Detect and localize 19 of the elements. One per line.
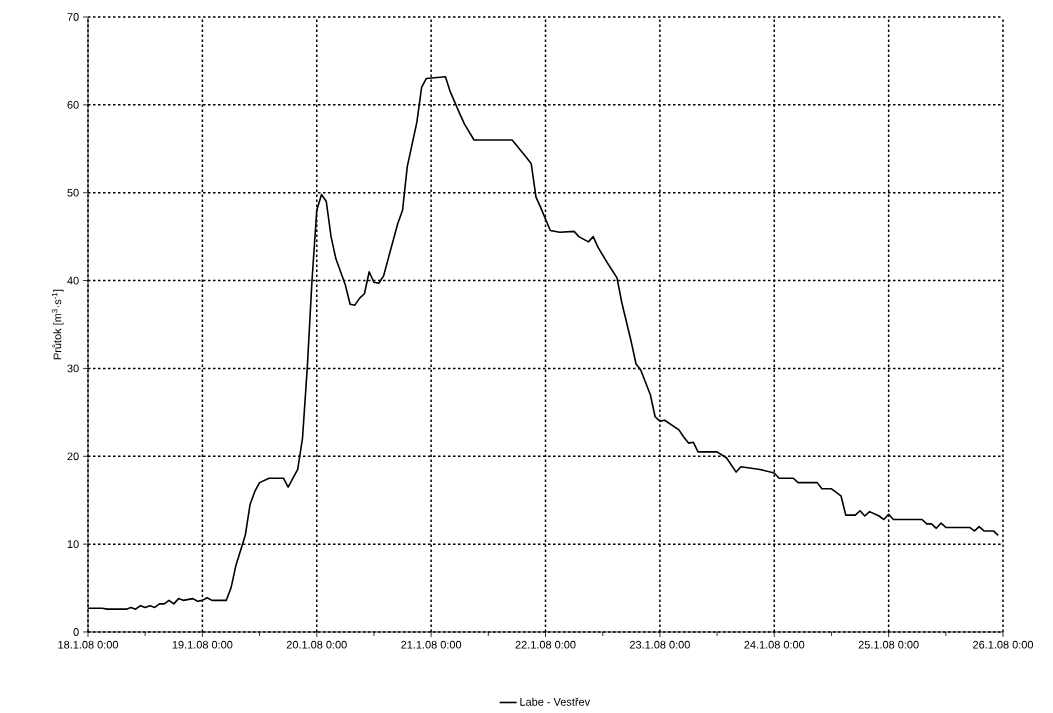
x-tick-label: 22.1.08 0:00: [515, 640, 576, 649]
y-axis-title: Průtok [m$^{3}$·s$^{-1}$]: [51, 289, 64, 360]
y-tick-label: 40: [67, 276, 79, 285]
y-tick-label: 10: [67, 540, 79, 549]
x-tick-label: 24.1.08 0:00: [744, 640, 805, 649]
x-tick-label: 25.1.08 0:00: [858, 640, 919, 649]
x-tick-label: 21.1.08 0:00: [401, 640, 462, 649]
y-tick-label: 30: [67, 364, 79, 373]
x-tick-label: 26.1.08 0:00: [973, 640, 1034, 649]
x-tick-label: 19.1.08 0:00: [172, 640, 233, 649]
y-tick-label: 70: [67, 13, 79, 21]
x-tick-label: 18.1.08 0:00: [58, 640, 119, 649]
y-tick-label: 60: [67, 100, 79, 109]
x-tick-label: 23.1.08 0:00: [629, 640, 690, 649]
y-tick-label: 0: [73, 628, 79, 636]
legend-label: Labe - Vestřev: [520, 697, 591, 706]
x-tick-label: 20.1.08 0:00: [286, 640, 347, 649]
y-tick-label: 50: [67, 188, 79, 197]
y-tick-label: 20: [67, 452, 79, 461]
